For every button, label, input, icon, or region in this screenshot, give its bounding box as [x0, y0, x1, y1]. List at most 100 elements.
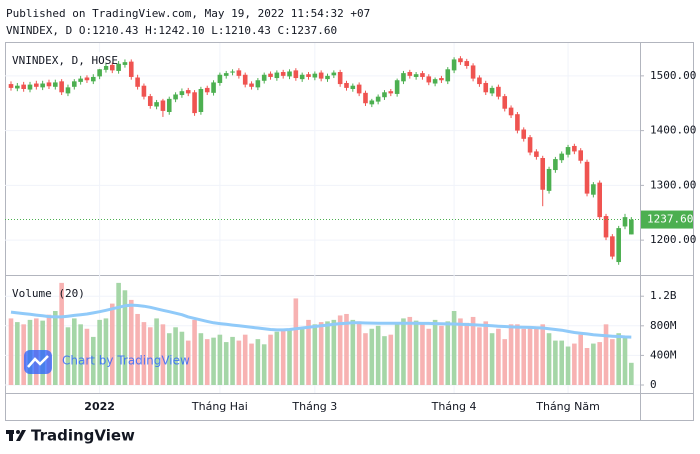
volume-bar [369, 328, 375, 386]
candle-body [109, 64, 115, 71]
volume-bar [230, 336, 235, 386]
candle-body [521, 129, 527, 139]
volume-bar [578, 334, 583, 386]
candle-body [439, 78, 444, 81]
candle-body [147, 96, 153, 106]
volume-bar [293, 298, 299, 386]
last-price-box [641, 210, 693, 229]
watermark: Chart by TradingView [24, 350, 190, 374]
volume-bar [287, 330, 292, 386]
x-tick-label: Tháng Hai [191, 400, 248, 413]
volume-bar [439, 325, 444, 386]
candle-body [90, 76, 96, 82]
candle-body [173, 94, 178, 100]
candle-body [97, 69, 102, 77]
volume-tick-label: 1.2B [650, 289, 677, 302]
volume-bar [496, 328, 501, 386]
y-tick-label: 1300.00 [650, 178, 696, 191]
y-tick-label: 1500.00 [650, 69, 696, 82]
candle-body [356, 84, 362, 94]
candle-body [166, 98, 172, 112]
volume-bar [622, 336, 628, 386]
candle-body [616, 228, 621, 263]
candle-body [350, 85, 356, 89]
volume-bar [502, 339, 508, 386]
candle-body [198, 89, 204, 112]
volume-bar [90, 336, 96, 386]
candle-body [610, 236, 615, 257]
volume-bar [420, 324, 425, 386]
candle-body [603, 216, 609, 238]
candle-body [103, 66, 109, 70]
volume-bar [350, 319, 356, 386]
candle-body [553, 159, 558, 171]
candle-body [331, 72, 337, 76]
candle-body [559, 153, 565, 161]
volume-bar [413, 320, 419, 386]
volume-bar [489, 333, 495, 386]
candle-body [192, 92, 197, 114]
volume-title: Volume (20) [12, 287, 85, 300]
volume-bar [508, 324, 514, 386]
volume-bar [451, 311, 457, 386]
footer-logo: TradingView [6, 427, 135, 445]
volume-bar [122, 290, 128, 386]
volume-bar [591, 343, 596, 386]
volume-bar [217, 334, 223, 386]
candle-body [502, 96, 508, 109]
candle-body [477, 77, 482, 85]
candle-body [508, 107, 514, 116]
volume-bar [356, 321, 362, 386]
watermark-text: Chart by TradingView [62, 354, 190, 368]
legend: VNINDEX, D, HOSE [12, 54, 118, 67]
volume-bar [154, 318, 159, 386]
volume-bar [344, 313, 349, 386]
volume-bar [242, 334, 248, 386]
candle-body [59, 81, 64, 93]
volume-bar [103, 318, 109, 386]
candle-body [534, 151, 539, 157]
volume-bar [166, 333, 172, 386]
volume-bar [299, 327, 305, 386]
volume-tick-label: 800M [650, 319, 677, 332]
volume-bar [477, 327, 482, 386]
volume-bar [331, 319, 337, 386]
footer-text: TradingView [31, 427, 135, 445]
candle-body [84, 77, 90, 81]
candle-body [204, 87, 210, 93]
candle-body [572, 145, 577, 152]
volume-bar [603, 324, 609, 386]
volume-bar [141, 322, 147, 386]
volume-bar [280, 328, 286, 386]
candle-body [242, 74, 248, 85]
candle-body [40, 83, 45, 88]
volume-bar [160, 324, 166, 386]
volume-bar [401, 318, 406, 386]
candle-body [337, 72, 343, 85]
y-tick-label: 1400.00 [650, 124, 696, 137]
candle-body [388, 91, 394, 94]
volume-bar [521, 328, 527, 386]
volume-bar [470, 316, 476, 386]
volume-bar [198, 333, 204, 386]
volume-bar [223, 342, 229, 386]
volume-bar [97, 319, 102, 386]
candle-body [375, 96, 381, 102]
candle-body [78, 78, 83, 82]
candle-body [306, 74, 311, 77]
volume-bar [572, 343, 577, 386]
candle-body [53, 82, 58, 87]
volume-bar [610, 339, 615, 386]
candle-body [268, 73, 273, 77]
candle-body [483, 82, 489, 93]
candle-body [34, 83, 39, 87]
candle-body [15, 85, 20, 89]
volume-bar [306, 319, 311, 386]
candle-body [420, 73, 425, 77]
candle-body [496, 86, 501, 97]
candle-body [274, 72, 280, 79]
volume-bar [268, 334, 273, 386]
volume-bar [192, 319, 197, 386]
volume-bar [337, 315, 343, 386]
